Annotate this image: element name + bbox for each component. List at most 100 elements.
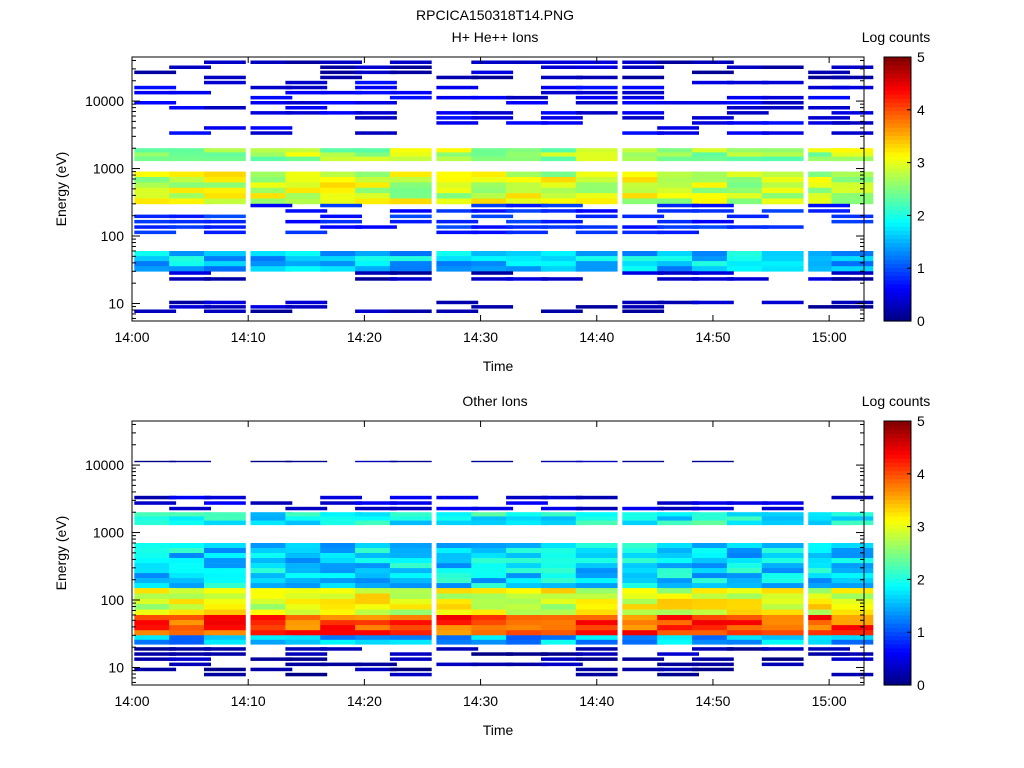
heatmap-cell — [204, 495, 246, 500]
colorbar-swatch — [884, 98, 911, 103]
heatmap-cell — [831, 85, 874, 90]
heatmap-cell — [471, 256, 514, 262]
heatmap-cell — [622, 548, 665, 554]
y-tick-label: 100 — [101, 228, 125, 244]
heatmap-cell — [575, 558, 618, 564]
heatmap-cell — [169, 516, 211, 521]
heatmap-cell — [204, 635, 246, 641]
heatmap-cell — [389, 625, 432, 631]
heatmap-cell — [471, 187, 514, 194]
heatmap-cell — [808, 209, 850, 213]
heatmap-cell — [808, 543, 850, 549]
heatmap-cell — [657, 219, 699, 224]
heatmap-cell — [169, 635, 211, 641]
heatmap-cell — [575, 95, 618, 100]
heatmap-cell — [285, 609, 328, 616]
heatmap-cell — [506, 148, 548, 153]
heatmap-cell — [808, 203, 850, 208]
heatmap-cell — [389, 65, 432, 69]
heatmap-cell — [389, 588, 432, 594]
heatmap-cell — [506, 620, 548, 626]
heatmap-cell — [831, 578, 874, 584]
heatmap-cell — [622, 75, 665, 80]
heatmap-cell — [134, 639, 177, 645]
heatmap-cell — [389, 593, 432, 600]
heatmap-cell — [657, 568, 699, 574]
heatmap-cell — [250, 583, 293, 589]
heatmap-cell — [355, 251, 397, 257]
heatmap-cell — [389, 182, 432, 189]
heatmap-cell — [622, 101, 665, 105]
heatmap-cell — [575, 152, 618, 157]
heatmap-cell — [506, 171, 548, 178]
heatmap-cell — [436, 578, 479, 584]
heatmap-cell — [541, 512, 583, 517]
heatmap-cell — [250, 553, 293, 559]
heatmap-cell — [285, 672, 328, 677]
heatmap-cell — [389, 209, 432, 213]
heatmap-cell — [831, 553, 874, 559]
heatmap-cell — [831, 657, 874, 661]
heatmap-cell — [692, 548, 734, 554]
heatmap-cell — [250, 543, 293, 549]
heatmap-cell — [285, 647, 328, 651]
heatmap-cell — [657, 101, 699, 105]
heatmap-cell — [657, 609, 699, 616]
heatmap-cell — [808, 305, 850, 309]
heatmap-cell — [761, 647, 804, 651]
heatmap-cell — [761, 198, 804, 205]
heatmap-cell — [831, 214, 874, 219]
colorbar-swatch — [884, 433, 911, 439]
heatmap-cell — [692, 620, 734, 626]
heatmap-cell — [831, 219, 874, 224]
heatmap-cell — [657, 639, 699, 645]
heatmap-cell — [692, 568, 734, 574]
colorbar-swatch — [884, 222, 911, 227]
heatmap-cell — [541, 583, 583, 589]
heatmap-cell — [169, 558, 211, 564]
heatmap-cell — [389, 615, 432, 621]
heatmap-cell — [541, 75, 583, 80]
heatmap-cell — [134, 230, 177, 235]
heatmap-cell — [169, 657, 211, 661]
heatmap-cell — [506, 609, 548, 616]
heatmap-cell — [692, 182, 734, 189]
heatmap-cell — [285, 598, 328, 605]
heatmap-cell — [808, 625, 850, 631]
heatmap-cell — [761, 121, 804, 125]
colorbar-swatch — [884, 296, 911, 301]
heatmap-cell — [355, 625, 397, 631]
heatmap-cell — [506, 95, 548, 100]
heatmap-cell — [204, 543, 246, 549]
heatmap-cell — [471, 177, 514, 183]
colorbar-swatch — [884, 610, 911, 616]
heatmap-cell — [134, 558, 177, 564]
heatmap-cell — [622, 573, 665, 579]
heatmap-cell — [726, 152, 769, 157]
heatmap-cell — [575, 111, 618, 115]
heatmap-cell — [250, 512, 293, 517]
heatmap-cell — [541, 520, 583, 526]
heatmap-cell — [541, 625, 583, 631]
heatmap-cell — [692, 558, 734, 564]
heatmap-cell — [471, 171, 514, 178]
heatmap-cell — [657, 182, 699, 189]
heatmap-cell — [436, 85, 479, 90]
heatmap-cell — [204, 615, 246, 621]
heatmap-cell — [320, 256, 362, 262]
heatmap-cell — [285, 578, 328, 584]
heatmap-cell — [134, 667, 177, 672]
heatmap-cell — [506, 558, 548, 564]
heatmap-cell — [575, 193, 618, 199]
colorbar-swatch — [884, 495, 911, 500]
heatmap-cell — [436, 111, 479, 115]
heatmap-cell — [285, 261, 328, 267]
heatmap-cell — [250, 516, 293, 521]
colorbar-swatch — [884, 569, 911, 575]
heatmap-cell — [320, 553, 362, 559]
heatmap-cell — [204, 251, 246, 257]
heatmap-cell — [622, 171, 665, 178]
heatmap-cell — [506, 548, 548, 554]
heatmap-cell — [134, 578, 177, 584]
heatmap-cell — [320, 630, 362, 636]
